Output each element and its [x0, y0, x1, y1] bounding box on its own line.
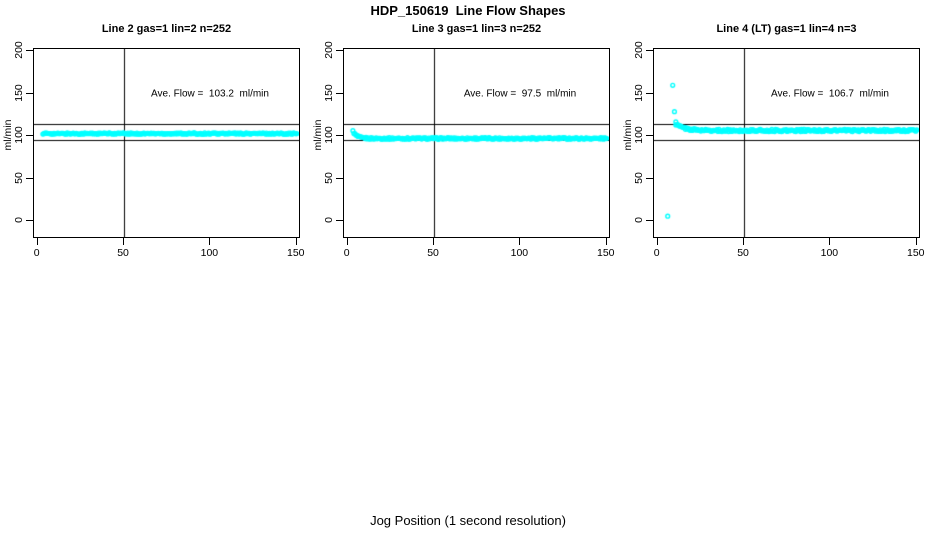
y-tick-label: 0 [13, 217, 25, 224]
y-tick-label: 200 [13, 41, 25, 60]
y-tick-mark [26, 50, 33, 52]
x-tick-mark [123, 238, 125, 245]
x-tick-label: 0 [33, 247, 40, 259]
y-tick-label: 50 [323, 171, 335, 184]
subplot-title: Line 2 gas=1 lin=2 n=252 [101, 23, 232, 35]
x-tick-mark [209, 238, 211, 245]
plot-area: Ave. Flow = 97.5 ml/min [343, 48, 610, 238]
y-tick-mark [646, 50, 653, 52]
x-tick-mark [295, 238, 297, 245]
plot-area: Ave. Flow = 106.7 ml/min [653, 48, 920, 238]
plot-canvas [34, 49, 299, 237]
plot-area: Ave. Flow = 103.2 ml/min [33, 48, 300, 238]
y-tick-mark [336, 177, 343, 179]
x-tick-mark [519, 238, 521, 245]
y-tick-mark [646, 92, 653, 94]
y-tick-label: 100 [323, 126, 335, 145]
y-tick-label: 0 [323, 217, 335, 224]
y-tick-mark [336, 92, 343, 94]
plot-canvas [654, 49, 919, 237]
y-tick-mark [26, 177, 33, 179]
subplot-2: Line 3 gas=1 lin=3 n=252 ml/min 200 150 100 5… [310, 20, 620, 270]
figure-title: HDP_150619 Line Flow Shapes [370, 3, 566, 18]
x-tick-label: 150 [906, 247, 925, 259]
x-tick-label: 100 [820, 247, 839, 259]
x-tick-label: 50 [737, 247, 749, 259]
subplot-title: Line 4 (LT) gas=1 lin=4 n=3 [716, 23, 857, 35]
x-tick-label: 150 [286, 247, 305, 259]
x-tick-label: 100 [200, 247, 219, 259]
y-tick-mark [336, 135, 343, 137]
y-tick-mark [336, 50, 343, 52]
x-tick-mark [743, 238, 745, 245]
y-tick-mark [646, 135, 653, 137]
x-tick-label: 0 [653, 247, 660, 259]
x-tick-mark [915, 238, 917, 245]
x-tick-mark [605, 238, 607, 245]
x-tick-label: 0 [343, 247, 350, 259]
x-tick-label: 150 [596, 247, 615, 259]
y-tick-label: 150 [323, 84, 335, 102]
subplot-3: Line 4 (LT) gas=1 lin=4 n=3 ml/min 200 150 1… [620, 20, 930, 270]
y-tick-mark [26, 220, 33, 222]
y-tick-label: 50 [633, 171, 645, 184]
y-tick-label: 100 [13, 126, 25, 145]
y-tick-label: 100 [633, 126, 645, 145]
y-tick-mark [336, 220, 343, 222]
y-tick-label: 0 [633, 217, 645, 224]
y-tick-mark [646, 177, 653, 179]
y-tick-mark [646, 220, 653, 222]
x-tick-mark [346, 238, 348, 245]
x-tick-mark [433, 238, 435, 245]
y-tick-label: 150 [633, 84, 645, 102]
subplot-title: Line 3 gas=1 lin=3 n=252 [411, 23, 542, 35]
x-tick-mark [656, 238, 658, 245]
x-tick-label: 50 [427, 247, 439, 259]
subplot-1: Line 2 gas=1 lin=2 n=252 ml/min 200 150 100 5… [0, 20, 310, 270]
ave-flow-annotation: Ave. Flow = 103.2 ml/min [151, 88, 269, 100]
y-tick-mark [26, 92, 33, 94]
figure-xlabel: Jog Position (1 second resolution) [370, 513, 566, 528]
x-tick-label: 50 [117, 247, 129, 259]
plot-canvas [344, 49, 609, 237]
x-tick-mark [36, 238, 38, 245]
y-tick-label: 50 [13, 171, 25, 184]
ave-flow-annotation: Ave. Flow = 106.7 ml/min [771, 88, 889, 100]
x-tick-mark [829, 238, 831, 245]
y-tick-mark [26, 135, 33, 137]
y-tick-label: 200 [323, 41, 335, 60]
x-tick-label: 100 [510, 247, 529, 259]
y-tick-label: 150 [13, 84, 25, 102]
y-tick-label: 200 [633, 41, 645, 60]
ave-flow-annotation: Ave. Flow = 97.5 ml/min [463, 88, 577, 100]
